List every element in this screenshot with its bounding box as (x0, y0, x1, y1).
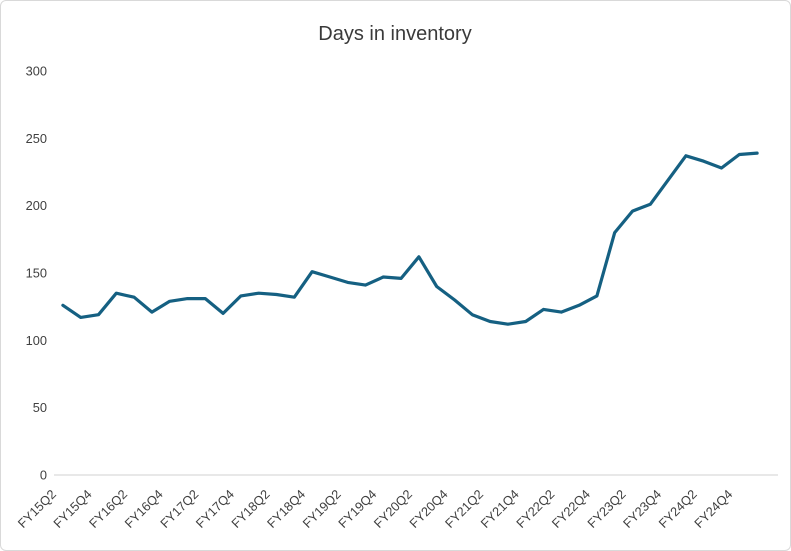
x-tick-label: FY22Q4 (549, 487, 593, 531)
x-tick-label: FY17Q2 (157, 487, 201, 531)
x-tick-label: FY22Q2 (513, 487, 557, 531)
x-tick-label: FY20Q2 (371, 487, 415, 531)
x-tick-label: FY15Q2 (15, 487, 59, 531)
y-tick-label: 150 (26, 266, 47, 281)
x-tick-label: FY16Q2 (86, 487, 130, 531)
x-tick-label: FY18Q2 (228, 487, 272, 531)
y-axis: 0 50 100 150 200 250 300 (26, 64, 47, 483)
x-tick-label: FY23Q4 (620, 487, 664, 531)
x-tick-label: FY15Q4 (50, 487, 94, 531)
x-tick-label: FY24Q4 (691, 487, 735, 531)
y-tick-label: 300 (26, 64, 47, 79)
x-tick-label: FY18Q4 (264, 487, 308, 531)
x-axis: FY15Q2FY15Q4FY16Q2FY16Q4FY17Q2FY17Q4FY18… (15, 487, 736, 531)
x-tick-label: FY23Q2 (584, 487, 628, 531)
days-in-inventory-series-line (61, 151, 759, 326)
y-tick-label: 200 (26, 198, 47, 213)
y-tick-label: 50 (33, 400, 47, 415)
x-tick-label: FY17Q4 (193, 487, 237, 531)
x-tick-label: FY21Q4 (478, 487, 522, 531)
x-tick-label: FY21Q2 (442, 487, 486, 531)
chart-title: Days in inventory (318, 23, 471, 45)
x-tick-label: FY16Q4 (122, 487, 166, 531)
y-tick-label: 100 (26, 333, 47, 348)
y-tick-label: 0 (40, 468, 47, 483)
x-tick-label: FY20Q4 (406, 487, 450, 531)
x-tick-label: FY24Q2 (656, 487, 700, 531)
y-tick-label: 250 (26, 131, 47, 146)
x-tick-label: FY19Q4 (335, 487, 379, 531)
x-tick-label: FY19Q2 (300, 487, 344, 531)
